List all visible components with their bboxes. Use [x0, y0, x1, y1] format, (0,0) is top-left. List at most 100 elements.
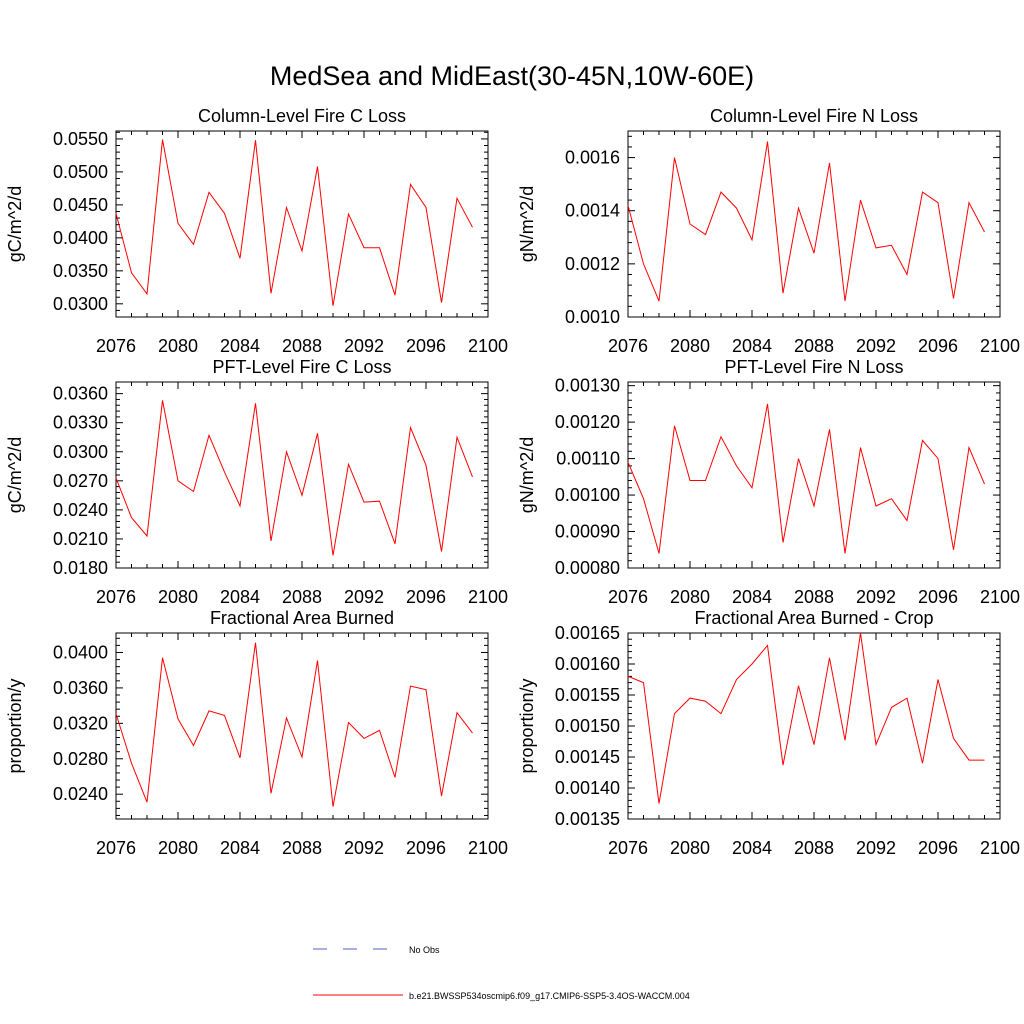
series-line [115, 642, 473, 807]
y-tick-label: 0.00120 [555, 412, 620, 432]
y-tick-label: 0.0550 [53, 129, 108, 149]
series-line [627, 141, 985, 302]
y-tick-label: 0.0330 [53, 413, 108, 433]
x-tick-label: 2080 [670, 587, 710, 607]
x-tick-label: 2088 [794, 336, 834, 356]
y-tick-label: 0.0360 [53, 384, 108, 404]
y-axis-label: gC/m^2/d [5, 186, 25, 262]
y-axis-label: proportion/y [517, 678, 537, 773]
y-tick-label: 0.00160 [555, 654, 620, 674]
y-tick-label: 0.00080 [555, 558, 620, 578]
y-axis-label: gC/m^2/d [5, 437, 25, 513]
x-tick-label: 2092 [344, 587, 384, 607]
y-tick-label: 0.0012 [565, 254, 620, 274]
chart-panel-5: Fractional Area Burned proportion/y 2076 20… [5, 608, 508, 858]
x-tick-label: 2076 [608, 587, 648, 607]
x-tick-label: 2084 [220, 587, 260, 607]
y-tick-label: 0.0240 [53, 500, 108, 520]
x-tick-label: 2096 [406, 587, 446, 607]
x-tick-label: 2084 [732, 587, 772, 607]
y-tick-label: 0.0180 [53, 558, 108, 578]
y-tick-label: 0.0300 [53, 442, 108, 462]
x-tick-label: 2096 [406, 336, 446, 356]
x-tick-label: 2100 [980, 838, 1020, 858]
y-tick-label: 0.0350 [53, 261, 108, 281]
y-tick-label: 0.0280 [53, 749, 108, 769]
y-tick-label: 0.00145 [555, 747, 620, 767]
x-tick-label: 2092 [856, 838, 896, 858]
x-tick-label: 2092 [344, 838, 384, 858]
x-tick-label: 2080 [670, 838, 710, 858]
y-axis-label: gN/m^2/d [517, 437, 537, 513]
y-tick-label: 0.0320 [53, 713, 108, 733]
y-axis-label: proportion/y [5, 678, 25, 773]
y-axis-label: gN/m^2/d [517, 186, 537, 262]
x-tick-label: 2080 [158, 336, 198, 356]
x-tick-label: 2076 [96, 336, 136, 356]
x-tick-label: 2092 [856, 587, 896, 607]
y-tick-label: 0.00155 [555, 685, 620, 705]
chart-title: Column-Level Fire N Loss [710, 106, 918, 126]
chart-panel-3: PFT-Level Fire C Loss gC/m^2/d 2076 2080 208… [5, 357, 508, 607]
x-tick-label: 2100 [980, 336, 1020, 356]
x-tick-label: 2096 [918, 587, 958, 607]
x-tick-label: 2080 [158, 587, 198, 607]
y-tick-label: 0.00090 [555, 522, 620, 542]
x-tick-label: 2096 [406, 838, 446, 858]
x-tick-label: 2088 [794, 587, 834, 607]
x-tick-label: 2076 [608, 336, 648, 356]
y-tick-label: 0.00140 [555, 778, 620, 798]
legend: No Obs b.e21.BWSSP534oscmip6.f09_g17.CMI… [313, 945, 690, 1001]
x-tick-label: 2100 [468, 838, 508, 858]
x-tick-label: 2076 [96, 587, 136, 607]
x-tick-label: 2076 [96, 838, 136, 858]
x-tick-label: 2096 [918, 838, 958, 858]
chart-title: Fractional Area Burned [210, 608, 394, 628]
y-tick-label: 0.0360 [53, 678, 108, 698]
y-tick-label: 0.0240 [53, 784, 108, 804]
x-tick-label: 2100 [980, 587, 1020, 607]
x-tick-label: 2088 [282, 336, 322, 356]
chart-panel-4: PFT-Level Fire N Loss gN/m^2/d 2076 2080 208… [517, 357, 1020, 607]
x-tick-label: 2084 [220, 838, 260, 858]
y-tick-label: 0.00100 [555, 485, 620, 505]
chart-panel-1: Column-Level Fire C Loss gC/m^2/d 2076 2080… [5, 106, 508, 356]
x-tick-label: 2088 [282, 587, 322, 607]
legend-model-label: b.e21.BWSSP534oscmip6.f09_g17.CMIP6-SSP5… [409, 991, 690, 1001]
series-line [627, 632, 985, 804]
series-line [115, 139, 473, 306]
chart-title: Fractional Area Burned - Crop [694, 608, 933, 628]
chart-title: Column-Level Fire C Loss [198, 106, 406, 126]
y-tick-label: 0.0010 [565, 307, 620, 327]
x-tick-label: 2100 [468, 336, 508, 356]
y-tick-label: 0.0450 [53, 195, 108, 215]
y-tick-label: 0.0400 [53, 642, 108, 662]
page-title: MedSea and MidEast(30-45N,10W-60E) [270, 61, 754, 91]
y-tick-label: 0.00165 [555, 623, 620, 643]
x-tick-label: 2080 [670, 336, 710, 356]
y-tick-label: 0.0014 [565, 201, 620, 221]
y-tick-label: 0.0500 [53, 162, 108, 182]
chart-title: PFT-Level Fire N Loss [724, 357, 903, 377]
legend-obs-label: No Obs [409, 945, 440, 955]
y-tick-label: 0.00135 [555, 809, 620, 829]
y-tick-label: 0.0270 [53, 471, 108, 491]
y-tick-label: 0.0210 [53, 529, 108, 549]
x-tick-label: 2088 [282, 838, 322, 858]
y-tick-label: 0.00150 [555, 716, 620, 736]
y-tick-label: 0.0016 [565, 148, 620, 168]
x-tick-label: 2084 [220, 336, 260, 356]
x-tick-label: 2084 [732, 838, 772, 858]
y-tick-label: 0.0400 [53, 228, 108, 248]
chart-panel-6: Fractional Area Burned - Crop proportion/… [517, 608, 1020, 858]
y-tick-label: 0.00110 [556, 449, 620, 469]
x-tick-label: 2076 [608, 838, 648, 858]
x-tick-label: 2084 [732, 336, 772, 356]
y-tick-label: 0.00130 [555, 376, 620, 396]
x-tick-label: 2092 [344, 336, 384, 356]
x-tick-label: 2096 [918, 336, 958, 356]
x-tick-label: 2080 [158, 838, 198, 858]
series-line [627, 403, 985, 554]
chart-title: PFT-Level Fire C Loss [212, 357, 391, 377]
